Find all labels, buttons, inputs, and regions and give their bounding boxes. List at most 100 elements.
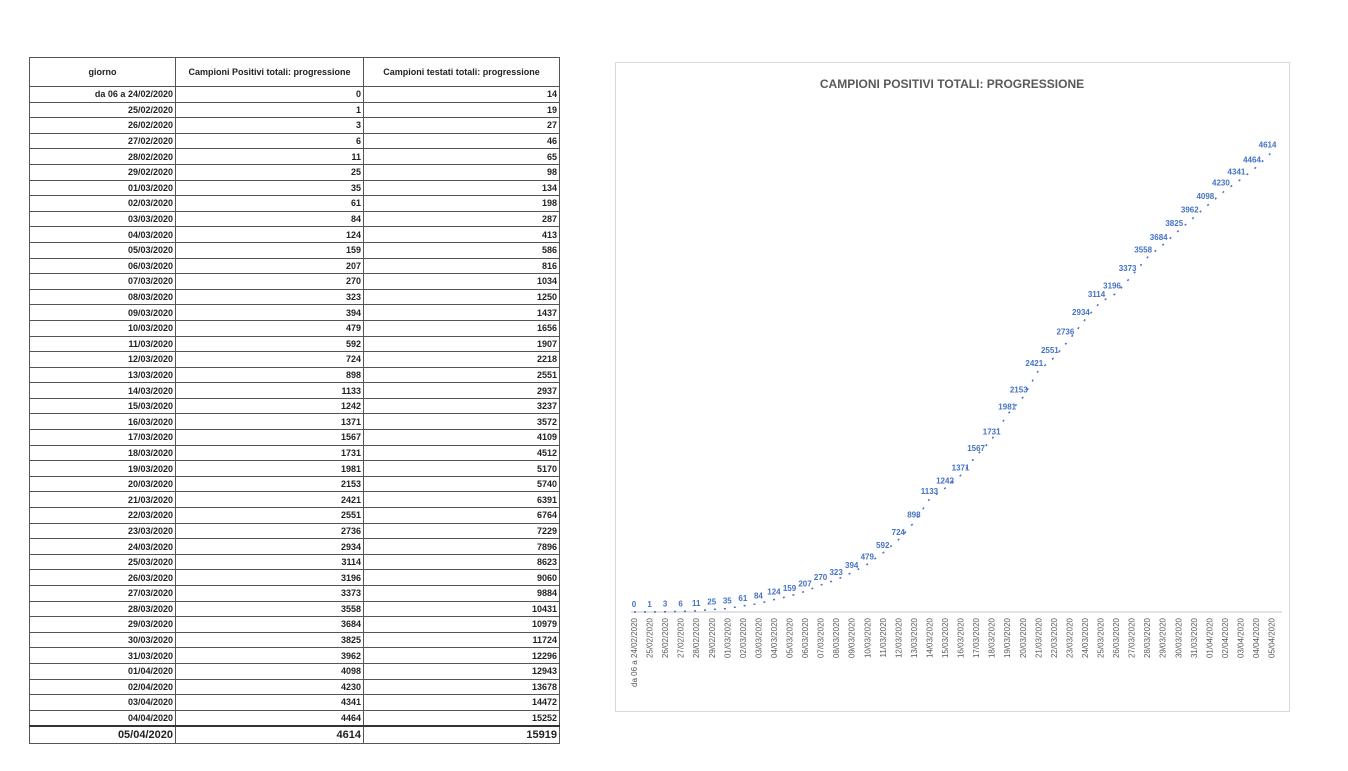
tested-cell: 6391 [363,491,560,509]
tested-cell: 3237 [363,397,560,415]
date-cell: 03/03/2020 [29,210,176,228]
positives-cell: 2421 [175,491,364,509]
date-cell: 12/03/2020 [29,351,176,368]
x-tick-label: 28/03/2020 [1143,617,1152,658]
x-tick-label: 01/03/2020 [723,617,732,658]
positives-cell: 2934 [175,538,364,555]
table-row: 23/03/2020 2736 7229 [29,522,560,540]
table-row: 04/03/2020 124 413 [29,226,560,243]
date-cell: 05/03/2020 [29,241,176,259]
date-cell: 07/03/2020 [29,273,176,290]
table-row: 16/03/2020 1371 3572 [29,413,560,431]
positives-cell: 724 [175,351,364,368]
x-tick-label: 02/04/2020 [1221,617,1230,658]
date-cell: 09/03/2020 [29,304,176,321]
positives-cell: 4464 [175,709,364,727]
tested-cell: 65 [363,148,560,165]
positives-cell: 3114 [175,553,364,571]
table-row: 17/03/2020 1567 4109 [29,429,560,446]
tested-cell: 1034 [363,273,560,290]
column-header: Campioni Positivi totali: progressione [175,57,364,87]
x-tick-label: 26/03/2020 [1112,617,1121,658]
date-cell: 16/03/2020 [29,413,176,431]
tested-cell: 4512 [363,444,560,462]
table-row: 21/03/2020 2421 6391 [29,491,560,509]
x-tick-label: 19/03/2020 [1003,617,1012,658]
date-cell: 19/03/2020 [29,460,176,477]
x-tick-label: 09/03/2020 [848,617,857,658]
date-cell: 30/03/2020 [29,631,176,649]
data-label: 1371 [952,463,970,472]
date-cell: 01/04/2020 [29,662,176,680]
data-label: 35 [723,597,732,606]
x-tick-label: 06/03/2020 [801,617,810,658]
data-label: 4464 [1243,155,1261,164]
x-tick-label: 29/02/2020 [708,617,717,658]
chart-container: CAMPIONI POSITIVI TOTALI: PROGRESSIONE 0… [615,62,1290,712]
positives-cell: 25 [175,163,364,181]
x-tick-label: da 06 a 24/02/2020 [630,617,639,687]
data-label: 2736 [1057,327,1075,336]
x-tick-label: 26/02/2020 [661,617,670,658]
data-label: 3 [663,600,668,609]
tested-cell: 14 [363,86,560,103]
data-label: 479 [861,552,875,561]
table-row: 01/03/2020 35 134 [29,179,560,197]
positives-cell: 207 [175,257,364,275]
positives-cell: 592 [175,335,364,353]
positives-cell: 1242 [175,397,364,415]
positives-cell: 4341 [175,694,364,711]
tested-cell: 134 [363,179,560,197]
x-tick-label: 02/03/2020 [739,617,748,658]
tested-cell: 12943 [363,662,560,680]
table-row: 15/03/2020 1242 3237 [29,397,560,415]
table-row: 04/04/2020 4464 15252 [29,709,560,727]
date-cell: 25/03/2020 [29,553,176,571]
table-row: 01/04/2020 4098 12943 [29,662,560,680]
line-chart: CAMPIONI POSITIVI TOTALI: PROGRESSIONE 0… [630,77,1282,687]
table-row: 31/03/2020 3962 12296 [29,647,560,664]
x-tick-label: 20/03/2020 [1019,617,1028,658]
table-row: 11/03/2020 592 1907 [29,335,560,353]
positives-cell: 1 [175,101,364,119]
data-label: 2421 [1025,359,1043,368]
x-tick-label: 10/03/2020 [863,617,872,658]
date-cell: 13/03/2020 [29,366,176,384]
table-row: 02/04/2020 4230 13678 [29,678,560,696]
data-label: 724 [892,528,906,537]
date-cell: 27/02/2020 [29,132,176,150]
positives-cell: 4614 [175,725,364,745]
x-tick-label: 17/03/2020 [972,617,981,658]
tested-cell: 5170 [363,460,560,477]
date-cell: 26/03/2020 [29,569,176,586]
positives-cell: 4098 [175,662,364,680]
positives-cell: 124 [175,226,364,243]
x-tick-label: 11/03/2020 [879,617,888,657]
date-cell: 28/03/2020 [29,600,176,618]
table-row: 27/03/2020 3373 9884 [29,585,560,602]
table-row: 05/03/2020 159 586 [29,241,560,259]
date-cell: 20/03/2020 [29,475,176,493]
data-label: 323 [829,568,843,577]
date-cell: 04/04/2020 [29,709,176,727]
tested-cell: 2937 [363,382,560,399]
table-row: 28/03/2020 3558 10431 [29,600,560,618]
positives-cell: 3558 [175,600,364,618]
date-cell: 03/04/2020 [29,694,176,711]
positives-cell: 1567 [175,429,364,446]
x-tick-label: 04/03/2020 [770,617,779,658]
chart-title: CAMPIONI POSITIVI TOTALI: PROGRESSIONE [820,77,1084,91]
data-label: 1133 [921,487,939,496]
x-tick-label: 01/04/2020 [1205,617,1214,658]
data-label: 84 [754,592,763,601]
date-cell: 01/03/2020 [29,179,176,197]
tested-cell: 7896 [363,538,560,555]
x-tick-label: 12/03/2020 [894,617,903,658]
tested-cell: 46 [363,132,560,150]
table-row: 20/03/2020 2153 5740 [29,475,560,493]
positives-cell: 1731 [175,444,364,462]
positives-cell: 479 [175,319,364,337]
date-cell: 25/02/2020 [29,101,176,119]
date-cell: 10/03/2020 [29,319,176,337]
table-row: 09/03/2020 394 1437 [29,304,560,321]
